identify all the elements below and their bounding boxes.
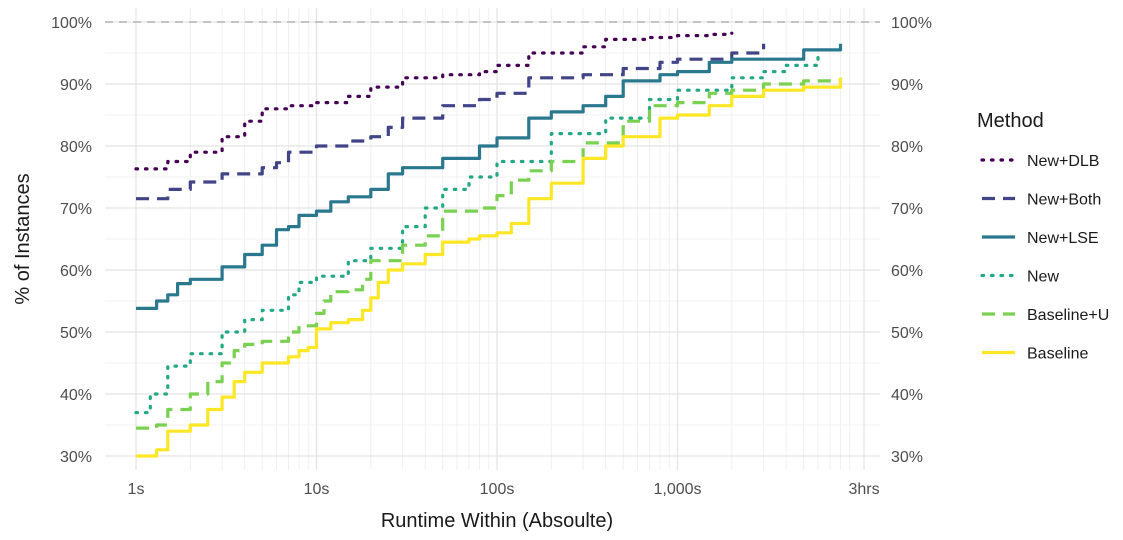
y-tick-label-right: 30% (891, 449, 923, 466)
y-tick-label-left: 40% (60, 387, 92, 404)
x-tick-label: 10s (304, 481, 330, 498)
legend: Method New+DLB New+Both New+LSE New Baseline… (977, 110, 1109, 363)
x-tick-label: 3hrs (848, 481, 879, 498)
legend-label: New (1027, 269, 1059, 286)
series-lines (134, 31, 843, 458)
y-tick-label-right: 60% (891, 263, 923, 280)
series-line-baseline-u (136, 77, 843, 430)
x-tick-label: 1,000s (653, 481, 701, 498)
series-line-baseline (136, 77, 843, 458)
y-tick-label-left: 80% (60, 139, 92, 156)
minor-gridlines (105, 8, 880, 470)
series-line-new-both (136, 43, 766, 201)
x-axis-title: Runtime Within (Absoulte) (381, 510, 613, 532)
series-line-new-dlb (134, 31, 734, 171)
y-tick-label-left: 60% (60, 263, 92, 280)
y-tick-label-right: 70% (891, 201, 923, 218)
y-axis-left-ticks: 30% 40% 50% 60% 70% 80% 90% 100% (51, 15, 92, 466)
legend-label: New+DLB (1027, 153, 1099, 170)
legend-label: New+LSE (1027, 230, 1099, 247)
y-tick-label-right: 50% (891, 325, 923, 342)
legend-item: New+DLB (980, 153, 1099, 170)
y-tick-label-left: 30% (60, 449, 92, 466)
y-tick-label-left: 90% (60, 77, 92, 94)
legend-item: New+Both (982, 192, 1101, 209)
y-tick-label-left: 70% (60, 201, 92, 218)
legend-item: New (980, 269, 1059, 286)
legend-item: Baseline (982, 346, 1088, 363)
y-tick-label-left: 50% (60, 325, 92, 342)
series-line-new (134, 54, 820, 415)
legend-label: Baseline+U (1027, 307, 1109, 324)
legend-label: Baseline (1027, 346, 1088, 363)
series-line-new-lse (136, 43, 843, 310)
y-tick-label-right: 100% (891, 15, 932, 32)
x-tick-label: 100s (480, 481, 515, 498)
y-axis-title: % of Instances (12, 173, 34, 304)
y-tick-label-right: 80% (891, 139, 923, 156)
x-axis-ticks: 1s 10s 100s 1,000s 3hrs (128, 481, 880, 498)
legend-title: Method (977, 110, 1044, 132)
y-tick-label-right: 40% (891, 387, 923, 404)
y-tick-label-right: 90% (891, 77, 923, 94)
legend-item: New+LSE (982, 230, 1099, 247)
y-axis-right-ticks: 30% 40% 50% 60% 70% 80% 90% 100% (891, 15, 932, 466)
legend-label: New+Both (1027, 192, 1101, 209)
legend-item: Baseline+U (982, 307, 1109, 324)
x-tick-label: 1s (128, 481, 145, 498)
y-tick-label-left: 100% (51, 15, 92, 32)
